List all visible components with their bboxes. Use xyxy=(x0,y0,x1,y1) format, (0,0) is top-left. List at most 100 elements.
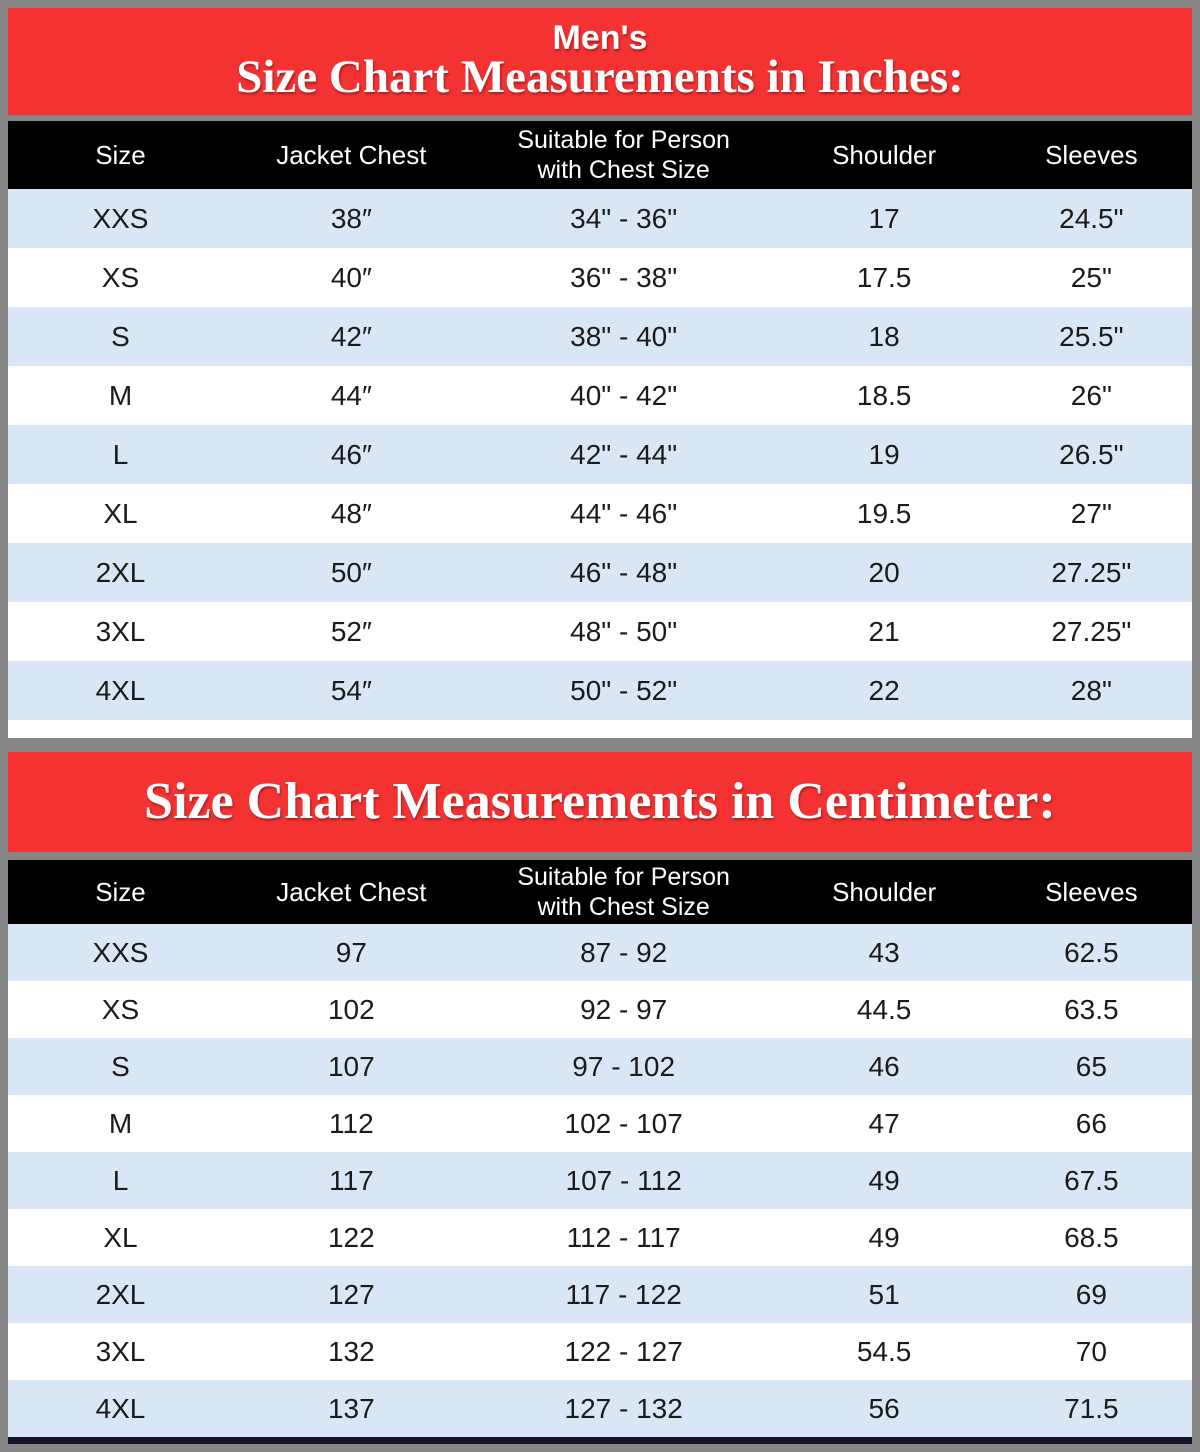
table-cell: 67.5 xyxy=(1064,1164,1119,1196)
table-cell: 102 xyxy=(327,993,375,1025)
table-cell: XS xyxy=(101,261,140,293)
table-cell: 44" - 46" xyxy=(570,497,678,529)
table-row: XL 48″ 44" - 46" 19.5 27" xyxy=(8,484,1192,543)
table-cell: XXS xyxy=(92,202,149,234)
table-cell: 25" xyxy=(1070,261,1112,293)
table-cell: 52″ xyxy=(330,615,372,647)
table-cell: 70 xyxy=(1075,1335,1107,1367)
centimeter-banner-title: Size Chart Measurements in Centimeter: xyxy=(144,773,1056,830)
inches-banner: Men's Size Chart Measurements in Inches: xyxy=(8,8,1192,115)
table-cell: 19.5 xyxy=(856,497,912,529)
table-cell: 26" xyxy=(1070,379,1112,411)
table-cell: 49 xyxy=(868,1164,900,1196)
table-cell: 87 - 92 xyxy=(580,936,668,968)
table-cell: M xyxy=(108,1107,133,1139)
table-cell: 3XL xyxy=(95,615,146,647)
table-row: L 46″ 42" - 44" 19 26.5" xyxy=(8,425,1192,484)
table-cell: 107 xyxy=(327,1050,375,1082)
table-cell: 122 xyxy=(327,1221,375,1253)
table-cell: 21 xyxy=(868,615,900,647)
inches-banner-title: Size Chart Measurements in Inches: xyxy=(236,50,964,103)
table-cell: 68.5 xyxy=(1064,1221,1119,1253)
table-cell: 44.5 xyxy=(856,993,912,1025)
table-cell: 54.5 xyxy=(856,1335,912,1367)
centimeter-table-body: XXS 97 87 - 92 43 62.5 XS 102 92 - 97 44.5 63.5 S 1… xyxy=(8,924,1192,1437)
centimeter-table-header-row: Size Jacket Chest Suitable for Person wi… xyxy=(8,860,1192,924)
table-row: S 42″ 38" - 40" 18 25.5" xyxy=(8,307,1192,366)
table-cell: 51 xyxy=(868,1278,900,1310)
col-header-sleeves: Sleeves xyxy=(990,121,1192,189)
table-cell: 46 xyxy=(868,1050,900,1082)
inches-size-table: Size Jacket Chest Suitable for Person wi… xyxy=(8,121,1192,720)
table-cell: 22 xyxy=(868,674,900,706)
col-header-size: Size xyxy=(8,121,233,189)
table-cell: 50″ xyxy=(330,556,372,588)
table-cell: 137 xyxy=(327,1392,375,1424)
table-cell: M xyxy=(108,379,133,411)
table-cell: 127 xyxy=(327,1278,375,1310)
table-cell: 3XL xyxy=(95,1335,146,1367)
table-cell: XL xyxy=(103,497,138,529)
table-row: M 112 102 - 107 47 66 xyxy=(8,1095,1192,1152)
inches-table-tail xyxy=(8,720,1192,738)
inches-table-header-row: Size Jacket Chest Suitable for Person wi… xyxy=(8,121,1192,189)
table-cell: 26.5" xyxy=(1059,438,1124,470)
table-cell: S xyxy=(111,1050,130,1082)
col-header-suitable-chest-size: Suitable for Person with Chest Size xyxy=(469,121,778,189)
table-cell: 40″ xyxy=(330,261,372,293)
table-cell: 46″ xyxy=(330,438,372,470)
table-cell: 42″ xyxy=(330,320,372,352)
table-cell: XS xyxy=(101,993,140,1025)
table-cell: 92 - 97 xyxy=(580,993,668,1025)
table-cell: 28" xyxy=(1070,674,1112,706)
table-cell: 49 xyxy=(868,1221,900,1253)
table-cell: 66 xyxy=(1075,1107,1107,1139)
table-row: XXS 97 87 - 92 43 62.5 xyxy=(8,924,1192,981)
table-cell: 4XL xyxy=(95,1392,146,1424)
table-row: M 44″ 40" - 42" 18.5 26" xyxy=(8,366,1192,425)
table-cell: 27.25" xyxy=(1051,615,1132,647)
table-cell: 132 xyxy=(327,1335,375,1367)
table-cell: L xyxy=(112,1164,129,1196)
table-cell: 36" - 38" xyxy=(570,261,678,293)
table-cell: 50" - 52" xyxy=(570,674,678,706)
table-cell: 71.5 xyxy=(1064,1392,1119,1424)
table-cell: 97 xyxy=(335,936,367,968)
inches-banner-subtitle: Men's xyxy=(552,18,648,57)
table-cell: 18.5 xyxy=(856,379,912,411)
table-cell: 112 - 117 xyxy=(566,1221,681,1253)
table-cell: L xyxy=(112,438,129,470)
table-cell: 27.25" xyxy=(1051,556,1132,588)
bottom-bar xyxy=(8,1437,1192,1444)
table-row: XXS 38″ 34" - 36" 17 24.5" xyxy=(8,189,1192,248)
table-cell: 112 xyxy=(329,1107,374,1139)
table-cell: 54″ xyxy=(330,674,372,706)
table-row: 3XL 52″ 48" - 50" 21 27.25" xyxy=(8,602,1192,661)
table-row: 4XL 54″ 50" - 52" 22 28" xyxy=(8,661,1192,720)
table-cell: 19 xyxy=(868,438,900,470)
table-cell: 17 xyxy=(868,202,900,234)
table-cell: XXS xyxy=(92,936,149,968)
table-row: 2XL 50″ 46" - 48" 20 27.25" xyxy=(8,543,1192,602)
table-cell: 117 - 122 xyxy=(565,1278,682,1310)
table-row: 4XL 137 127 - 132 56 71.5 xyxy=(8,1380,1192,1437)
table-cell: 27" xyxy=(1070,497,1112,529)
table-cell: 34" - 36" xyxy=(570,202,678,234)
col-header-size: Size xyxy=(8,860,233,924)
table-cell: 25.5" xyxy=(1059,320,1124,352)
centimeter-section: Size Chart Measurements in Centimeter: S… xyxy=(8,752,1192,1444)
table-cell: 20 xyxy=(868,556,900,588)
table-cell: 44″ xyxy=(330,379,372,411)
inches-section: Men's Size Chart Measurements in Inches:… xyxy=(8,8,1192,738)
table-cell: 17.5 xyxy=(856,261,912,293)
col-header-shoulder: Shoulder xyxy=(777,121,991,189)
table-cell: 38" - 40" xyxy=(570,320,678,352)
table-cell: 48" - 50" xyxy=(570,615,678,647)
table-cell: 127 - 132 xyxy=(564,1392,683,1424)
table-cell: 117 xyxy=(329,1164,374,1196)
table-cell: 102 - 107 xyxy=(564,1107,683,1139)
table-row: L 117 107 - 112 49 67.5 xyxy=(8,1152,1192,1209)
table-cell: 4XL xyxy=(95,674,146,706)
table-cell: 2XL xyxy=(95,1278,146,1310)
